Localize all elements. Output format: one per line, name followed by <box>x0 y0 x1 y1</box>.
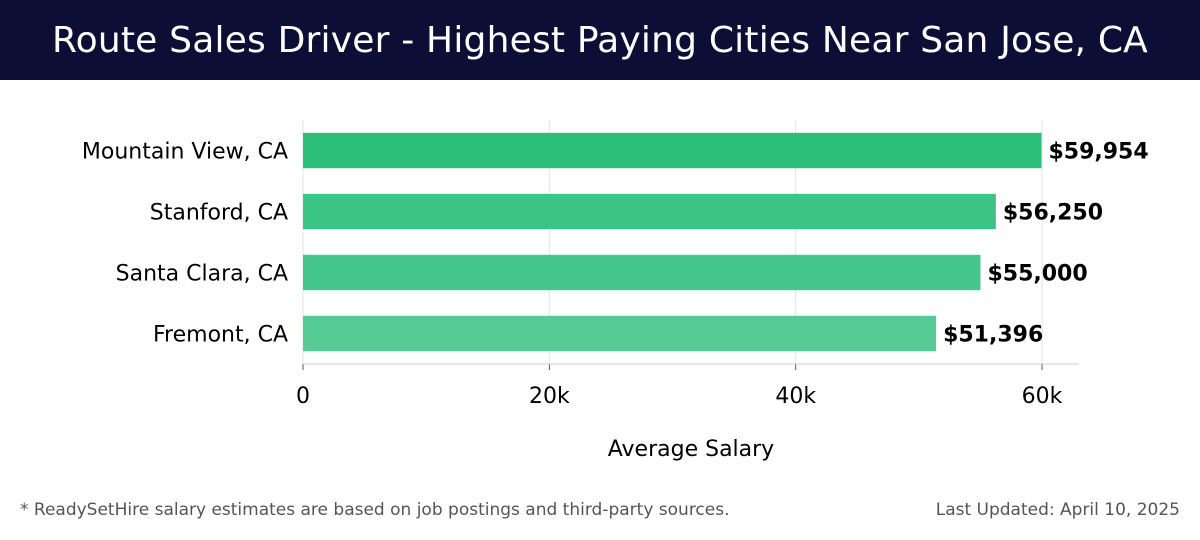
last-updated: Last Updated: April 10, 2025 <box>935 500 1180 520</box>
value-label: $51,396 <box>943 323 1043 348</box>
bar <box>303 254 981 291</box>
bar-chart: Mountain View, CA $59,954 Stanford, CA $56,… <box>82 120 1149 462</box>
x-axis-label: Average Salary <box>608 437 774 462</box>
bar-labels: Mountain View, CA $59,954 Stanford, CA $56,… <box>82 140 1149 348</box>
value-label: $56,250 <box>1003 201 1103 226</box>
value-label: $55,000 <box>987 262 1087 287</box>
x-tick-label: 20k <box>529 384 570 409</box>
bar <box>303 132 1042 169</box>
bar <box>303 193 996 230</box>
x-tick-label: 40k <box>775 384 816 409</box>
page-title: Route Sales Driver - Highest Paying Citi… <box>52 19 1148 61</box>
category-label: Fremont, CA <box>153 323 288 348</box>
bars <box>303 132 1042 352</box>
bar <box>303 315 937 352</box>
value-label: $59,954 <box>1048 140 1148 165</box>
category-label: Santa Clara, CA <box>116 262 288 287</box>
x-tick-label: 60k <box>1022 384 1063 409</box>
x-axis: 0 20k 40k 60k <box>296 363 1079 409</box>
category-label: Mountain View, CA <box>82 140 288 165</box>
footnote: * ReadySetHire salary estimates are base… <box>20 500 730 520</box>
x-tick-label: 0 <box>296 384 310 409</box>
title-banner: Route Sales Driver - Highest Paying Citi… <box>0 0 1200 80</box>
category-label: Stanford, CA <box>150 201 288 226</box>
